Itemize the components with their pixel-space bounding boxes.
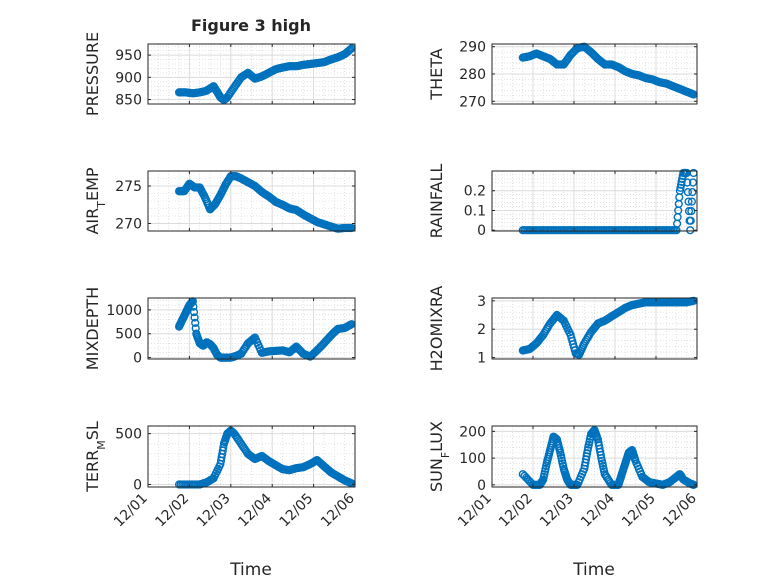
y-axis-label: MIXDEPTH [83, 287, 102, 370]
y-tick-label: 850 [115, 93, 142, 109]
x-tick-label: 12/02 [152, 491, 192, 531]
y-tick-label: 0 [133, 351, 142, 367]
y-tick-label: 3 [477, 294, 486, 310]
y-tick-label: 900 [115, 70, 142, 86]
axes-box [491, 297, 698, 360]
y-tick-label: 200 [459, 424, 486, 440]
x-tick-label: 12/01 [111, 491, 151, 531]
data-point [676, 183, 685, 192]
y-axis-label: PRESSURE [83, 32, 102, 116]
data-point [688, 178, 698, 187]
data-point [684, 197, 693, 206]
x-tick-label: 12/04 [578, 490, 618, 530]
x-axis-label-left: Time [229, 560, 272, 580]
y-tick-label: 275 [115, 179, 142, 195]
data-point [596, 450, 605, 460]
subplot-1: 850 900 950 PRESSURE [83, 32, 356, 116]
x-tick-label: 12/02 [496, 491, 536, 531]
y-axis-label: TERRMSL [83, 421, 108, 493]
y-tick-label: 500 [115, 427, 142, 443]
data-point [346, 45, 355, 54]
subplot-4: 0 0.1 0.2 RAINFALL [427, 164, 698, 239]
axes-box [491, 170, 698, 232]
data-point [688, 188, 697, 197]
axes-box [147, 43, 356, 105]
y-tick-label: 0.1 [464, 203, 486, 219]
data-point [582, 449, 592, 458]
data-point [683, 188, 693, 197]
data-point [683, 178, 692, 187]
axes-box [491, 425, 698, 488]
y-axis-label: H2OMIXRA [427, 286, 446, 372]
y-tick-label: 0 [477, 478, 486, 494]
data-point [687, 207, 696, 216]
x-tick-label: 12/03 [194, 491, 234, 531]
subplot-3: 270 275 AIRTEMP [83, 167, 356, 235]
data-point [189, 308, 199, 317]
y-tick-label: 280 [459, 67, 486, 83]
y-tick-label: 290 [459, 40, 486, 56]
y-tick-label: 950 [115, 48, 142, 64]
y-tick-label: 100 [459, 451, 486, 467]
x-tick-label: 12/03 [537, 491, 577, 531]
data-point [190, 313, 199, 322]
data-point [686, 226, 695, 235]
x-tick-label: 12/06 [318, 490, 358, 530]
axes-box [147, 170, 356, 232]
subplot-grid: 850 900 950 PRESSURE 270 280 290 THETA 270 275 AIR… [83, 32, 700, 530]
subplot-2: 270 280 290 THETA [427, 40, 698, 110]
axes-box [147, 297, 356, 360]
y-tick-label: 270 [459, 94, 486, 110]
x-tick-label: 12/05 [277, 491, 317, 531]
y-tick-label: 1 [477, 351, 486, 367]
x-axis-label-right: Time [572, 560, 615, 580]
subplot-6: 1 2 3 H2OMIXRA [427, 286, 698, 372]
data-point [191, 318, 200, 328]
data-point [686, 216, 695, 225]
y-tick-label: 0.2 [464, 184, 486, 200]
axes-box [147, 425, 356, 488]
y-tick-label: 270 [115, 217, 142, 233]
data-point [687, 197, 697, 206]
y-tick-label: 500 [115, 327, 142, 343]
figure-title: Figure 3 high [191, 16, 311, 35]
x-tick-label: 12/04 [235, 490, 275, 530]
y-tick-label: 0 [477, 223, 486, 239]
y-tick-label: 1000 [106, 303, 142, 319]
y-axis-label: RAINFALL [427, 164, 446, 239]
y-axis-label: THETA [427, 48, 446, 100]
y-axis-label: AIRTEMP [83, 167, 108, 234]
x-tick-label: 12/05 [619, 491, 659, 531]
x-tick-label: 12/06 [660, 490, 700, 530]
y-tick-label: 2 [477, 322, 486, 338]
data-point [345, 46, 354, 55]
data-point [189, 302, 198, 311]
data-point [684, 207, 694, 216]
y-axis-label: SUNFLUX [427, 421, 452, 492]
y-tick-label: 0 [133, 477, 142, 493]
x-tick-label: 12/01 [455, 491, 495, 531]
